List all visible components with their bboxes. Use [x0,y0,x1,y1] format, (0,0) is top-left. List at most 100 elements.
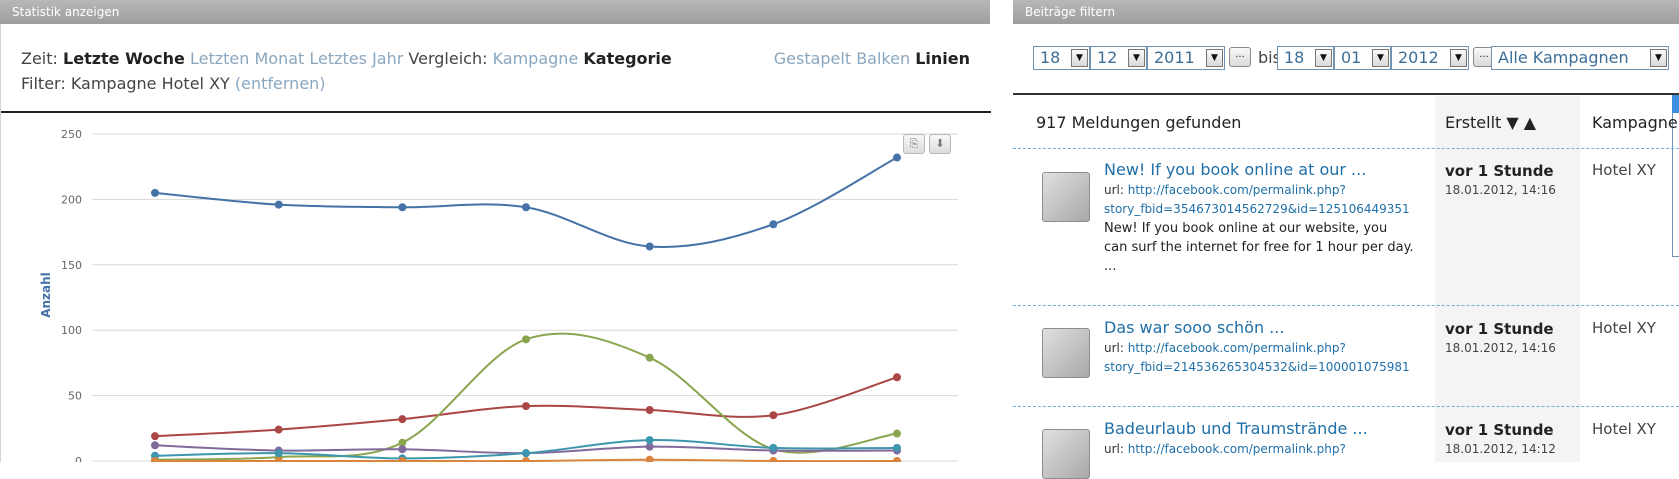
row-divider [1013,148,1679,149]
data-point [274,457,283,462]
data-point [398,203,407,212]
series-line-3 [154,332,898,461]
from-month-select[interactable]: 12 ▼ [1090,46,1147,70]
post-title-link[interactable]: Das war sooo schön ... [1104,318,1285,337]
post-url-link-cont[interactable]: story_fbid=354673014562729&id=1251064493… [1104,202,1410,216]
post-url: url: http://facebook.com/permalink.php? [1104,440,1346,459]
url-label: url: [1104,341,1124,355]
view-mode-switch: Gestapelt Balken Linien [774,46,970,71]
chevron-down-icon: ▼ [1128,49,1145,67]
data-point [893,443,901,452]
posts-filter-panel-title: Beiträge filtern [1025,5,1116,19]
series-line-1 [154,156,898,248]
post-date: 18.01.2012, 14:16 [1445,183,1556,197]
data-point [522,449,530,458]
y-tick-label: 250 [61,128,82,141]
from-date-picker-button[interactable]: ... [1229,47,1251,67]
post-campaign: Hotel XY [1592,319,1656,337]
chevron-down-icon: ▼ [1650,49,1667,67]
dropdown-selected-option[interactable] [1672,95,1679,113]
chevron-down-icon: ▼ [1450,49,1467,67]
chevron-down-icon: ▼ [1372,49,1389,67]
zeit-option-last-week[interactable]: Letzte Woche [63,49,185,68]
created-column-background [1435,96,1580,462]
post-url-link[interactable]: http://facebook.com/permalink.php? [1127,442,1346,456]
filter-label: Filter: Kampagne Hotel XY [21,74,230,93]
data-point [398,415,407,424]
vergleich-option-kategorie[interactable]: Kategorie [583,49,672,68]
data-point [893,373,901,382]
post-date: 18.01.2012, 14:16 [1445,341,1556,355]
data-point [893,457,901,462]
data-point [151,457,159,462]
data-point [151,441,159,450]
to-month-select[interactable]: 01 ▼ [1334,46,1391,70]
post-url: url: http://facebook.com/permalink.php? [1104,181,1346,200]
post-url-link[interactable]: http://facebook.com/permalink.php? [1127,183,1346,197]
data-point [893,429,901,438]
data-point [398,445,407,454]
data-point [645,442,654,451]
data-point [522,203,530,212]
chevron-down-icon: ▼ [1206,49,1223,67]
y-axis-label: Anzahl [39,272,53,318]
url-label: url: [1104,183,1124,197]
post-title-link[interactable]: Badeurlaub und Traumstrände ... [1104,419,1368,438]
to-month-value: 01 [1341,48,1362,67]
y-tick-label: 50 [68,390,82,403]
posts-divider [1013,93,1679,95]
post-url-line-2: story_fbid=354673014562729&id=1251064493… [1104,200,1410,219]
post-relative-time: vor 1 Stunde [1445,320,1554,338]
download-chart-button[interactable]: ⬇ [929,134,951,154]
statistics-panel-header: Statistik anzeigen [0,0,990,24]
post-url-link-cont[interactable]: story_fbid=214536265304532&id=1000010759… [1104,360,1410,374]
post-date: 18.01.2012, 14:12 [1445,442,1556,456]
zeit-option-last-year[interactable]: Letztes Jahr [309,49,404,68]
chevron-down-icon: ▼ [1071,49,1088,67]
post-avatar[interactable] [1042,328,1090,378]
data-point [522,335,530,344]
print-chart-button[interactable]: ⎘ [903,134,925,154]
chevron-down-icon: ▼ [1315,49,1332,67]
y-tick-label: 150 [61,259,82,272]
to-day-value: 18 [1284,48,1305,67]
filter-divider [1,111,991,113]
post-campaign: Hotel XY [1592,420,1656,438]
campaign-select[interactable]: Alle Kampagnen ▼ [1491,46,1669,70]
data-point [645,353,654,362]
from-year-select[interactable]: 2011 ▼ [1147,46,1225,70]
to-day-select[interactable]: 18 ▼ [1277,46,1334,70]
post-url-line-2: story_fbid=214536265304532&id=1000010759… [1104,358,1410,377]
post-url-link[interactable]: http://facebook.com/permalink.php? [1127,341,1346,355]
vergleich-label: Vergleich: [408,49,488,68]
data-point [151,432,159,441]
zeit-option-last-month[interactable]: Letzten Monat [189,49,305,68]
post-title-link[interactable]: New! If you book online at our ... [1104,160,1367,179]
view-mode-bars[interactable]: Balken [856,49,911,68]
post-relative-time: vor 1 Stunde [1445,421,1554,439]
printer-icon: ⎘ [909,137,919,150]
vergleich-option-kampagne[interactable]: Kampagne [492,49,579,68]
filter-remove-link[interactable]: (entfernen) [234,74,326,93]
data-point [398,457,407,462]
post-campaign: Hotel XY [1592,161,1656,179]
to-year-select[interactable]: 2012 ▼ [1391,46,1469,70]
calendar-dots-icon: ... [1479,49,1489,60]
post-avatar[interactable] [1042,172,1090,222]
created-column-header[interactable]: Erstellt ▼ ▲ [1445,113,1537,132]
y-tick-label: 100 [61,324,82,337]
view-mode-lines[interactable]: Linien [915,49,970,68]
view-mode-stacked[interactable]: Gestapelt [773,49,852,68]
from-year-value: 2011 [1154,48,1195,67]
campaign-select-value: Alle Kampagnen [1498,48,1629,67]
from-day-value: 18 [1040,48,1061,67]
data-point [645,405,654,414]
data-point [769,220,778,229]
post-avatar[interactable] [1042,429,1090,479]
from-day-select[interactable]: 18 ▼ [1033,46,1090,70]
data-point [398,438,407,447]
data-point [645,242,654,251]
to-year-value: 2012 [1398,48,1439,67]
campaign-column-header[interactable]: Kampagne [1592,113,1678,132]
y-tick-label: 200 [61,193,82,206]
